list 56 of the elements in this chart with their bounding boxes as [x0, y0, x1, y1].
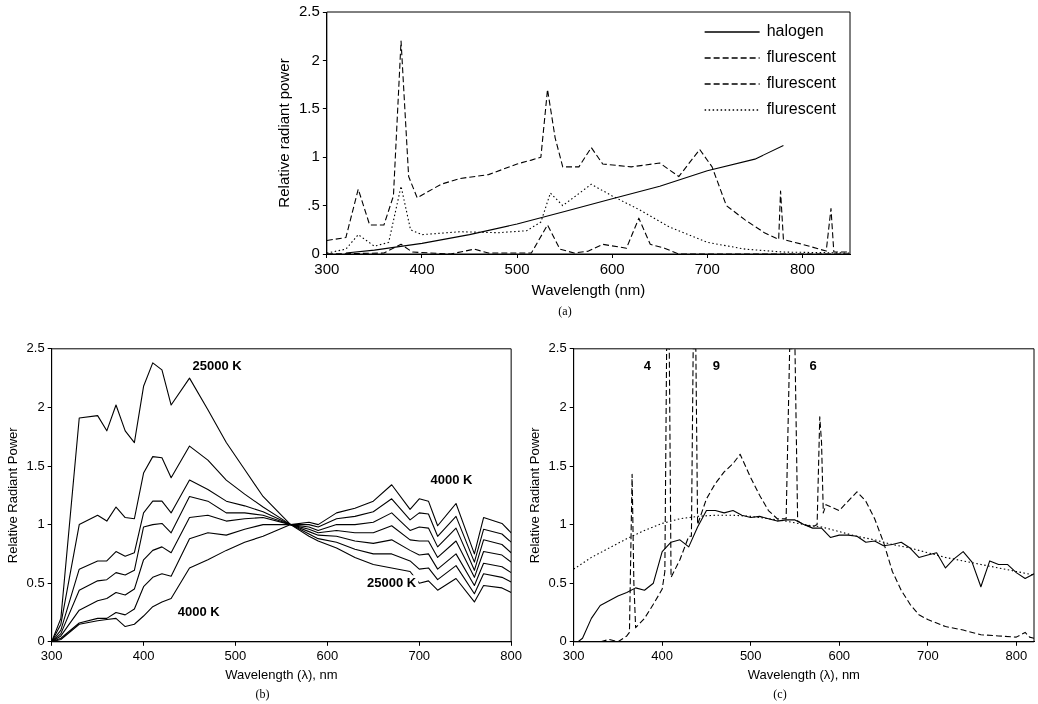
y-axis-title: Relative radiant power [275, 58, 293, 208]
text: (b) [254, 687, 271, 702]
x-tick-label: 600 [828, 648, 851, 664]
annotation: 25000 K [192, 357, 243, 373]
legend-label: halogen [766, 22, 824, 40]
annotation: 25000 K [367, 574, 417, 590]
y-tick-label: 1.5 [548, 457, 567, 473]
x-tick-label: 800 [500, 648, 523, 664]
x-tick-label: 700 [408, 648, 431, 664]
x-tick-label: 600 [599, 260, 625, 278]
x-tick-label: 300 [562, 648, 585, 664]
y-tick-label: 1 [311, 147, 320, 165]
text: (a) [557, 304, 573, 319]
y-tick-label: 2 [311, 50, 320, 68]
y-tick-label: 1 [37, 516, 45, 532]
x-tick-label: 400 [132, 648, 155, 664]
x-tick-label: 400 [651, 648, 674, 664]
y-tick-label: .5 [307, 195, 320, 213]
annotation: 6 [809, 357, 817, 373]
y-tick-label: 0 [37, 633, 45, 649]
x-tick-label: 300 [314, 260, 340, 278]
x-tick-label: 800 [1005, 648, 1028, 664]
y-tick-label: 2 [559, 398, 567, 414]
x-tick-label: 800 [789, 260, 815, 278]
annotation: 4000 K [430, 472, 473, 488]
y-tick-label: 1.5 [298, 98, 320, 116]
y-tick-label: 0.5 [548, 574, 567, 590]
y-tick-label: 0 [559, 633, 567, 649]
y-tick-label: 0 [311, 244, 320, 262]
x-axis-title: Wavelength (nm) [531, 281, 646, 299]
y-axis-title: Relative Radiant Power [527, 426, 543, 564]
x-axis-title: Wavelength (λ), nm [225, 666, 338, 682]
y-tick-label: 1 [559, 516, 567, 532]
legend-label: flurescent [766, 48, 837, 66]
y-tick-label: 2 [37, 398, 45, 414]
x-tick-label: 300 [40, 648, 63, 664]
legend-label: flurescent [766, 74, 837, 92]
y-tick-label: 2.5 [548, 340, 567, 356]
x-tick-label: 400 [409, 260, 435, 278]
x-tick-label: 500 [224, 648, 247, 664]
x-tick-label: 700 [916, 648, 939, 664]
legend-label: flurescent [766, 100, 837, 118]
annotation: 4000 K [177, 604, 221, 620]
x-tick-label: 500 [739, 648, 762, 664]
y-tick-label: 0.5 [26, 574, 45, 590]
x-tick-label: 500 [504, 260, 530, 278]
annotation: 4 [643, 357, 652, 373]
y-axis-title: Relative Radiant Power [5, 426, 21, 564]
x-axis-title: Wavelength (λ), nm [747, 666, 860, 682]
text: (c) [772, 687, 788, 702]
x-tick-label: 600 [316, 648, 339, 664]
y-tick-label: 2.5 [298, 2, 320, 20]
y-tick-label: 1.5 [26, 457, 45, 473]
x-tick-label: 700 [694, 260, 720, 278]
y-tick-label: 2.5 [26, 340, 45, 356]
annotation: 9 [712, 357, 720, 373]
